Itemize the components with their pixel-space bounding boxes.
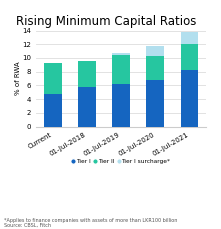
Bar xyxy=(181,70,198,127)
Legend: Tier I, Tier II, Tier I surcharge*: Tier I, Tier II, Tier I surcharge* xyxy=(70,156,173,166)
Bar xyxy=(112,53,130,55)
Text: Source: CBSL, Fitch: Source: CBSL, Fitch xyxy=(4,223,51,228)
Bar xyxy=(146,80,164,127)
Bar xyxy=(44,63,62,94)
Bar xyxy=(44,94,62,127)
Y-axis label: % of RWA: % of RWA xyxy=(15,62,21,95)
Bar xyxy=(181,32,198,44)
Bar xyxy=(78,87,96,127)
Bar xyxy=(146,46,164,56)
Bar xyxy=(112,84,130,127)
Bar xyxy=(112,55,130,84)
Text: Rising Minimum Capital Ratios: Rising Minimum Capital Ratios xyxy=(16,15,196,28)
Bar xyxy=(181,44,198,70)
Text: *Applies to finance companies with assets of more than LKR100 billion: *Applies to finance companies with asset… xyxy=(4,218,178,223)
Bar xyxy=(78,61,96,87)
Bar xyxy=(146,56,164,80)
